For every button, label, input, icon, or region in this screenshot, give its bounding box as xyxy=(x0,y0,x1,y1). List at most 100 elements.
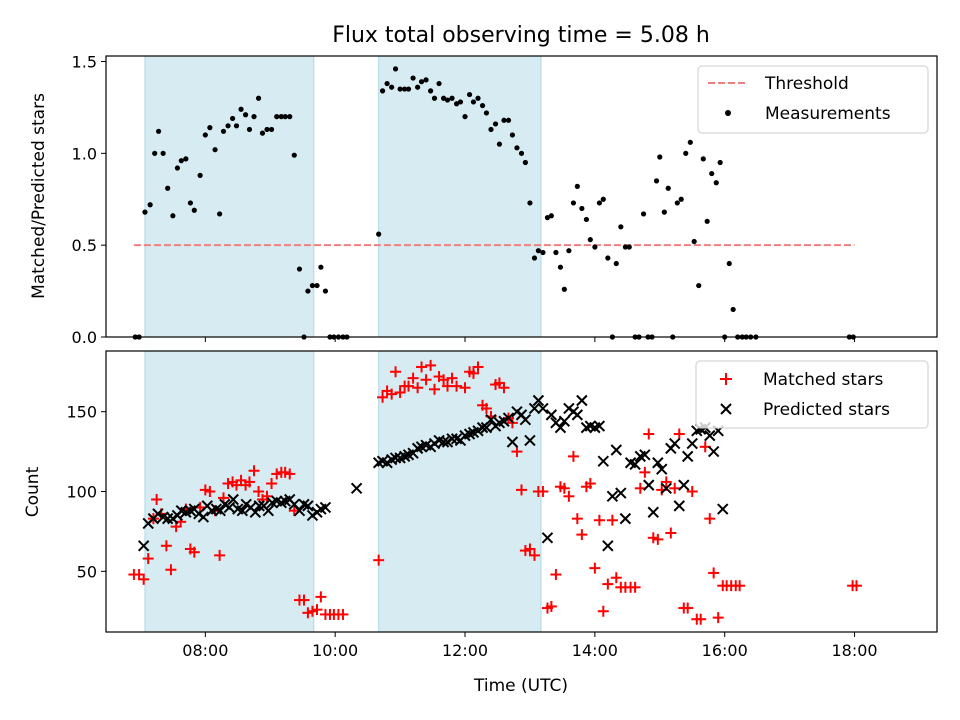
measurement-point xyxy=(296,266,303,272)
predicted-star-point xyxy=(161,512,174,525)
legend-matched-label: Matched stars xyxy=(763,370,883,390)
measurement-point xyxy=(444,97,451,103)
measurement-point xyxy=(259,130,266,136)
predicted-star-stroke xyxy=(175,504,188,517)
measurement-points xyxy=(132,66,856,340)
predicted-star-stroke xyxy=(707,445,720,458)
predicted-star-point xyxy=(704,429,716,442)
y-tick-label: 100 xyxy=(66,483,97,502)
predicted-star-stroke xyxy=(446,433,458,445)
matched-star-point xyxy=(498,382,510,394)
predicted-star-point xyxy=(615,487,627,499)
predicted-star-stroke xyxy=(319,501,332,514)
predicted-star-stroke xyxy=(537,402,549,415)
predicted-star-stroke xyxy=(593,420,606,432)
measurement-point xyxy=(405,86,412,92)
measurement-point xyxy=(557,264,564,270)
matched-star-point xyxy=(537,486,549,497)
ratio-legend: Threshold Measurements xyxy=(697,65,929,134)
count-legend: Matched stars Predicted stars xyxy=(695,360,929,429)
matched-star-point xyxy=(850,580,862,592)
y-tick-label: 0.0 xyxy=(72,328,97,347)
measurement-point xyxy=(561,286,567,292)
measurement-point xyxy=(220,128,227,134)
measurement-point xyxy=(212,147,218,153)
predicted-star-stroke xyxy=(519,413,532,426)
matched-star-point xyxy=(253,486,265,497)
measurement-point xyxy=(431,95,438,101)
predicted-star-point xyxy=(480,421,493,434)
measurement-point xyxy=(691,238,697,245)
predicted-star-point xyxy=(541,532,554,544)
predicted-star-point xyxy=(236,504,249,517)
observing-span xyxy=(144,350,315,633)
predicted-star-point xyxy=(669,437,681,450)
matched-star-point xyxy=(704,513,716,525)
measurement-point xyxy=(657,154,663,160)
predicted-star-point xyxy=(673,500,685,512)
y-tick-label: 150 xyxy=(66,403,97,422)
matched-star-point xyxy=(377,391,389,403)
matched-star-point xyxy=(337,608,349,620)
matched-star-point xyxy=(606,514,618,526)
measurement-point xyxy=(600,196,606,202)
observing-span xyxy=(378,55,542,338)
predicted-star-point xyxy=(602,540,614,552)
matched-star-point xyxy=(298,594,310,606)
measurement-point xyxy=(622,244,628,250)
measurement-point xyxy=(535,248,541,254)
matched-star-point xyxy=(204,486,216,497)
measurement-point xyxy=(717,159,723,166)
predicted-star-point xyxy=(717,503,729,515)
matched-star-point xyxy=(708,567,720,579)
predicted-star-stroke xyxy=(298,498,310,510)
predicted-star-stroke xyxy=(652,457,664,469)
measurement-point xyxy=(483,110,490,116)
matched-star-point xyxy=(160,540,172,552)
predicted-star-stroke xyxy=(236,504,249,517)
measurement-point xyxy=(514,145,520,151)
measurement-point xyxy=(165,185,171,191)
measurement-point xyxy=(225,123,231,129)
observing-spans xyxy=(144,350,542,633)
matched-star-point xyxy=(266,478,278,490)
predicted-star-point xyxy=(262,504,275,517)
predicted-star-point xyxy=(389,452,402,464)
measurement-point xyxy=(423,77,429,83)
ratio-x-ticks xyxy=(204,337,856,342)
predicted-star-point xyxy=(437,436,450,448)
measurement-point xyxy=(376,231,382,237)
predicted-star-stroke xyxy=(673,500,685,512)
predicted-star-stroke xyxy=(197,511,210,523)
predicted-star-point xyxy=(619,512,632,525)
predicted-star-point xyxy=(571,409,584,421)
matched-star-point xyxy=(390,366,402,378)
matched-star-point xyxy=(567,450,579,462)
predicted-star-point xyxy=(249,506,262,518)
predicted-star-stroke xyxy=(253,500,265,512)
predicted-star-stroke xyxy=(214,504,226,517)
matched-star-point xyxy=(373,554,385,566)
predicted-star-stroke xyxy=(420,439,432,451)
matched-star-point xyxy=(412,382,424,394)
matched-star-point xyxy=(243,476,255,488)
predicted-star-stroke xyxy=(161,512,174,525)
measurement-point xyxy=(251,114,257,120)
measurement-point xyxy=(496,141,503,147)
predicted-star-point xyxy=(502,412,515,424)
matched-star-point xyxy=(734,580,746,592)
count-legend-box xyxy=(695,360,929,429)
predicted-star-stroke xyxy=(597,455,610,467)
predicted-star-stroke xyxy=(678,479,690,491)
predicted-star-stroke xyxy=(210,503,223,515)
measurement-point xyxy=(570,200,577,206)
predicted-star-point xyxy=(253,500,265,512)
measurement-point xyxy=(384,80,390,87)
predicted-star-point xyxy=(519,413,532,426)
x-tick-label: 10:00 xyxy=(312,641,358,660)
matched-star-point xyxy=(311,604,323,616)
measurement-point xyxy=(518,150,525,156)
predicted-star-stroke xyxy=(450,433,463,445)
predicted-star-point xyxy=(137,540,150,552)
